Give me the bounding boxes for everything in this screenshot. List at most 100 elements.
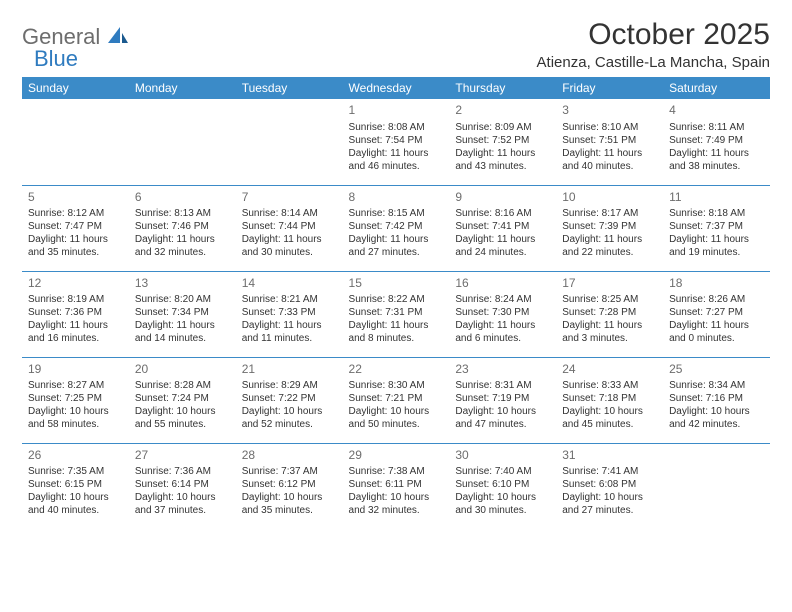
sunrise-line: Sunrise: 8:29 AM xyxy=(242,379,337,392)
day-number: 9 xyxy=(455,190,550,206)
daylight-line: Daylight: 11 hours and 14 minutes. xyxy=(135,319,230,345)
day-number: 20 xyxy=(135,362,230,378)
day-number: 30 xyxy=(455,448,550,464)
calendar-cell: 18Sunrise: 8:26 AMSunset: 7:27 PMDayligh… xyxy=(663,271,770,357)
sunset-line: Sunset: 7:37 PM xyxy=(669,220,764,233)
sunrise-line: Sunrise: 8:28 AM xyxy=(135,379,230,392)
daylight-line: Daylight: 11 hours and 6 minutes. xyxy=(455,319,550,345)
daylight-line: Daylight: 11 hours and 3 minutes. xyxy=(562,319,657,345)
sunrise-line: Sunrise: 7:36 AM xyxy=(135,465,230,478)
sunset-line: Sunset: 7:25 PM xyxy=(28,392,123,405)
day-number: 28 xyxy=(242,448,337,464)
sunrise-line: Sunrise: 8:19 AM xyxy=(28,293,123,306)
day-number: 26 xyxy=(28,448,123,464)
day-header: Saturday xyxy=(663,77,770,99)
calendar-body: 1Sunrise: 8:08 AMSunset: 7:54 PMDaylight… xyxy=(22,99,770,529)
sunset-line: Sunset: 7:54 PM xyxy=(349,134,444,147)
sunrise-line: Sunrise: 7:40 AM xyxy=(455,465,550,478)
sunrise-line: Sunrise: 8:15 AM xyxy=(349,207,444,220)
calendar-cell: 7Sunrise: 8:14 AMSunset: 7:44 PMDaylight… xyxy=(236,185,343,271)
daylight-line: Daylight: 11 hours and 22 minutes. xyxy=(562,233,657,259)
calendar-cell: 4Sunrise: 8:11 AMSunset: 7:49 PMDaylight… xyxy=(663,99,770,185)
sunset-line: Sunset: 6:08 PM xyxy=(562,478,657,491)
sunrise-line: Sunrise: 8:33 AM xyxy=(562,379,657,392)
daylight-line: Daylight: 11 hours and 27 minutes. xyxy=(349,233,444,259)
sunset-line: Sunset: 7:47 PM xyxy=(28,220,123,233)
sunrise-line: Sunrise: 8:22 AM xyxy=(349,293,444,306)
sunset-line: Sunset: 7:28 PM xyxy=(562,306,657,319)
day-number: 12 xyxy=(28,276,123,292)
calendar-cell: 30Sunrise: 7:40 AMSunset: 6:10 PMDayligh… xyxy=(449,443,556,529)
calendar-cell: 14Sunrise: 8:21 AMSunset: 7:33 PMDayligh… xyxy=(236,271,343,357)
day-header: Monday xyxy=(129,77,236,99)
day-header-row: Sunday Monday Tuesday Wednesday Thursday… xyxy=(22,77,770,99)
sunrise-line: Sunrise: 8:08 AM xyxy=(349,121,444,134)
day-header: Tuesday xyxy=(236,77,343,99)
day-number: 11 xyxy=(669,190,764,206)
calendar-cell: 13Sunrise: 8:20 AMSunset: 7:34 PMDayligh… xyxy=(129,271,236,357)
daylight-line: Daylight: 11 hours and 24 minutes. xyxy=(455,233,550,259)
location: Atienza, Castille-La Mancha, Spain xyxy=(537,54,770,71)
calendar-cell: 8Sunrise: 8:15 AMSunset: 7:42 PMDaylight… xyxy=(343,185,450,271)
sunset-line: Sunset: 7:46 PM xyxy=(135,220,230,233)
sunset-line: Sunset: 6:11 PM xyxy=(349,478,444,491)
calendar-cell: 20Sunrise: 8:28 AMSunset: 7:24 PMDayligh… xyxy=(129,357,236,443)
daylight-line: Daylight: 11 hours and 8 minutes. xyxy=(349,319,444,345)
day-number: 7 xyxy=(242,190,337,206)
calendar-cell: 23Sunrise: 8:31 AMSunset: 7:19 PMDayligh… xyxy=(449,357,556,443)
sunset-line: Sunset: 7:30 PM xyxy=(455,306,550,319)
sunset-line: Sunset: 7:49 PM xyxy=(669,134,764,147)
sunrise-line: Sunrise: 7:41 AM xyxy=(562,465,657,478)
daylight-line: Daylight: 10 hours and 37 minutes. xyxy=(135,491,230,517)
calendar-cell: 17Sunrise: 8:25 AMSunset: 7:28 PMDayligh… xyxy=(556,271,663,357)
sunrise-line: Sunrise: 8:26 AM xyxy=(669,293,764,306)
calendar-cell: 24Sunrise: 8:33 AMSunset: 7:18 PMDayligh… xyxy=(556,357,663,443)
daylight-line: Daylight: 10 hours and 52 minutes. xyxy=(242,405,337,431)
sunset-line: Sunset: 7:42 PM xyxy=(349,220,444,233)
sunset-line: Sunset: 7:21 PM xyxy=(349,392,444,405)
day-number: 4 xyxy=(669,103,764,119)
daylight-line: Daylight: 11 hours and 19 minutes. xyxy=(669,233,764,259)
sunrise-line: Sunrise: 8:09 AM xyxy=(455,121,550,134)
day-header: Wednesday xyxy=(343,77,450,99)
sunset-line: Sunset: 7:16 PM xyxy=(669,392,764,405)
calendar-cell xyxy=(236,99,343,185)
sunrise-line: Sunrise: 8:13 AM xyxy=(135,207,230,220)
sunrise-line: Sunrise: 8:10 AM xyxy=(562,121,657,134)
calendar-cell: 6Sunrise: 8:13 AMSunset: 7:46 PMDaylight… xyxy=(129,185,236,271)
day-header: Thursday xyxy=(449,77,556,99)
day-number: 16 xyxy=(455,276,550,292)
calendar-cell xyxy=(129,99,236,185)
sunset-line: Sunset: 6:14 PM xyxy=(135,478,230,491)
title-block: October 2025 Atienza, Castille-La Mancha… xyxy=(537,18,770,71)
calendar-cell: 26Sunrise: 7:35 AMSunset: 6:15 PMDayligh… xyxy=(22,443,129,529)
sunrise-line: Sunrise: 8:25 AM xyxy=(562,293,657,306)
calendar-cell: 21Sunrise: 8:29 AMSunset: 7:22 PMDayligh… xyxy=(236,357,343,443)
sunrise-line: Sunrise: 8:30 AM xyxy=(349,379,444,392)
daylight-line: Daylight: 11 hours and 40 minutes. xyxy=(562,147,657,173)
sunset-line: Sunset: 7:52 PM xyxy=(455,134,550,147)
logo-text-blue: Blue xyxy=(34,46,78,72)
header: General October 2025 Atienza, Castille-L… xyxy=(22,18,770,71)
calendar-cell: 11Sunrise: 8:18 AMSunset: 7:37 PMDayligh… xyxy=(663,185,770,271)
month-title: October 2025 xyxy=(537,18,770,52)
daylight-line: Daylight: 11 hours and 16 minutes. xyxy=(28,319,123,345)
day-number: 29 xyxy=(349,448,444,464)
calendar-table: Sunday Monday Tuesday Wednesday Thursday… xyxy=(22,77,770,529)
calendar-cell: 2Sunrise: 8:09 AMSunset: 7:52 PMDaylight… xyxy=(449,99,556,185)
sunrise-line: Sunrise: 7:35 AM xyxy=(28,465,123,478)
daylight-line: Daylight: 10 hours and 50 minutes. xyxy=(349,405,444,431)
sunrise-line: Sunrise: 8:27 AM xyxy=(28,379,123,392)
sunset-line: Sunset: 6:15 PM xyxy=(28,478,123,491)
day-number: 13 xyxy=(135,276,230,292)
sunrise-line: Sunrise: 8:18 AM xyxy=(669,207,764,220)
day-number: 2 xyxy=(455,103,550,119)
calendar-cell: 28Sunrise: 7:37 AMSunset: 6:12 PMDayligh… xyxy=(236,443,343,529)
daylight-line: Daylight: 10 hours and 27 minutes. xyxy=(562,491,657,517)
day-number: 15 xyxy=(349,276,444,292)
calendar-cell: 29Sunrise: 7:38 AMSunset: 6:11 PMDayligh… xyxy=(343,443,450,529)
sunrise-line: Sunrise: 8:16 AM xyxy=(455,207,550,220)
sunset-line: Sunset: 7:27 PM xyxy=(669,306,764,319)
daylight-line: Daylight: 11 hours and 11 minutes. xyxy=(242,319,337,345)
daylight-line: Daylight: 10 hours and 45 minutes. xyxy=(562,405,657,431)
